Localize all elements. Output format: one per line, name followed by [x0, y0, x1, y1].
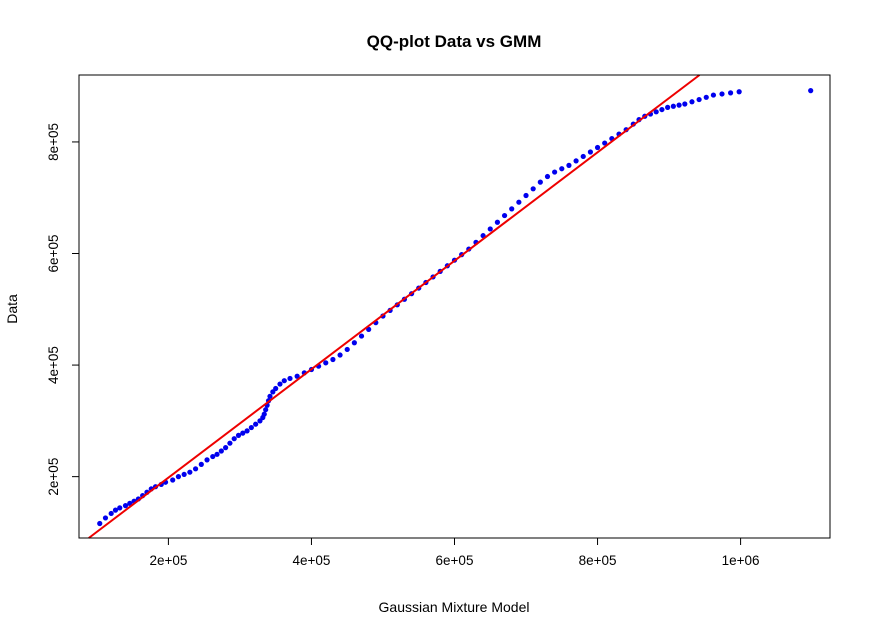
data-point	[487, 226, 493, 232]
data-point	[218, 448, 224, 454]
data-point	[710, 92, 717, 98]
data-point	[240, 430, 246, 436]
chart-title: QQ-plot Data vs GMM	[367, 32, 542, 51]
data-point	[287, 375, 293, 382]
data-point	[676, 102, 682, 108]
data-point	[337, 352, 343, 358]
data-point	[358, 333, 365, 339]
data-point	[273, 385, 279, 392]
data-point	[736, 89, 742, 95]
y-tick-label: 6e+05	[46, 235, 61, 273]
data-point	[192, 466, 199, 472]
data-point	[544, 173, 551, 180]
data-point	[267, 393, 273, 399]
data-point	[696, 96, 702, 103]
data-point	[235, 432, 242, 438]
data-point	[594, 144, 601, 151]
data-point	[122, 503, 129, 509]
data-point	[204, 457, 210, 463]
data-point	[587, 149, 594, 155]
data-point	[537, 179, 543, 185]
data-point	[659, 106, 665, 113]
data-point	[559, 166, 565, 172]
y-tick-label: 2e+05	[46, 458, 61, 496]
reference-line	[88, 74, 701, 539]
x-axis-label: Gaussian Mixture Model	[379, 599, 530, 615]
data-point	[703, 94, 709, 100]
data-point	[523, 192, 529, 199]
data-point	[530, 186, 536, 192]
data-point	[653, 109, 659, 115]
data-point	[108, 510, 114, 517]
data-point	[244, 428, 250, 434]
data-point	[253, 421, 259, 427]
data-point	[566, 162, 572, 168]
data-point	[509, 206, 515, 212]
x-axis: 2e+05 4e+05 6e+05 8e+05 1e+06	[149, 538, 760, 568]
y-tick-label: 8e+05	[46, 123, 61, 161]
data-point	[277, 381, 283, 387]
data-point	[281, 378, 287, 384]
data-point	[727, 90, 734, 96]
x-tick-label: 8e+05	[579, 553, 617, 568]
data-point	[227, 440, 233, 446]
data-point	[808, 88, 814, 94]
data-point	[198, 461, 204, 467]
data-point	[112, 507, 119, 513]
data-point	[494, 219, 501, 225]
data-point	[117, 505, 123, 511]
y-axis-label: Data	[4, 294, 20, 324]
reference-line-layer	[88, 74, 701, 539]
data-point	[170, 477, 176, 483]
data-point	[175, 474, 182, 480]
data-point	[344, 346, 350, 353]
data-point	[210, 453, 216, 460]
x-tick-label: 1e+06	[722, 553, 760, 568]
data-point	[665, 104, 671, 110]
data-point	[231, 436, 237, 442]
data-point	[501, 212, 508, 219]
data-point	[682, 101, 688, 107]
y-axis: 2e+05 4e+05 6e+05 8e+05	[46, 123, 79, 496]
data-point	[602, 140, 608, 146]
data-point	[719, 91, 725, 97]
data-point	[689, 99, 695, 105]
data-point	[263, 407, 269, 413]
data-point	[573, 158, 579, 164]
data-point	[330, 356, 336, 363]
data-point	[552, 169, 558, 175]
data-point	[223, 445, 229, 451]
data-point	[294, 373, 300, 379]
data-point	[248, 424, 254, 431]
data-point	[351, 340, 357, 346]
data-point	[261, 411, 267, 417]
y-tick-label: 4e+05	[46, 346, 61, 384]
x-tick-label: 6e+05	[436, 553, 474, 568]
data-point	[670, 103, 676, 109]
data-point	[323, 360, 329, 366]
data-point	[181, 471, 187, 478]
data-point	[97, 520, 103, 527]
data-point	[516, 199, 522, 205]
data-point	[366, 326, 372, 332]
x-tick-label: 4e+05	[292, 553, 330, 568]
data-point	[187, 469, 193, 475]
data-point	[102, 515, 109, 521]
x-tick-label: 2e+05	[149, 553, 187, 568]
data-point	[214, 451, 220, 457]
data-point	[580, 153, 586, 160]
